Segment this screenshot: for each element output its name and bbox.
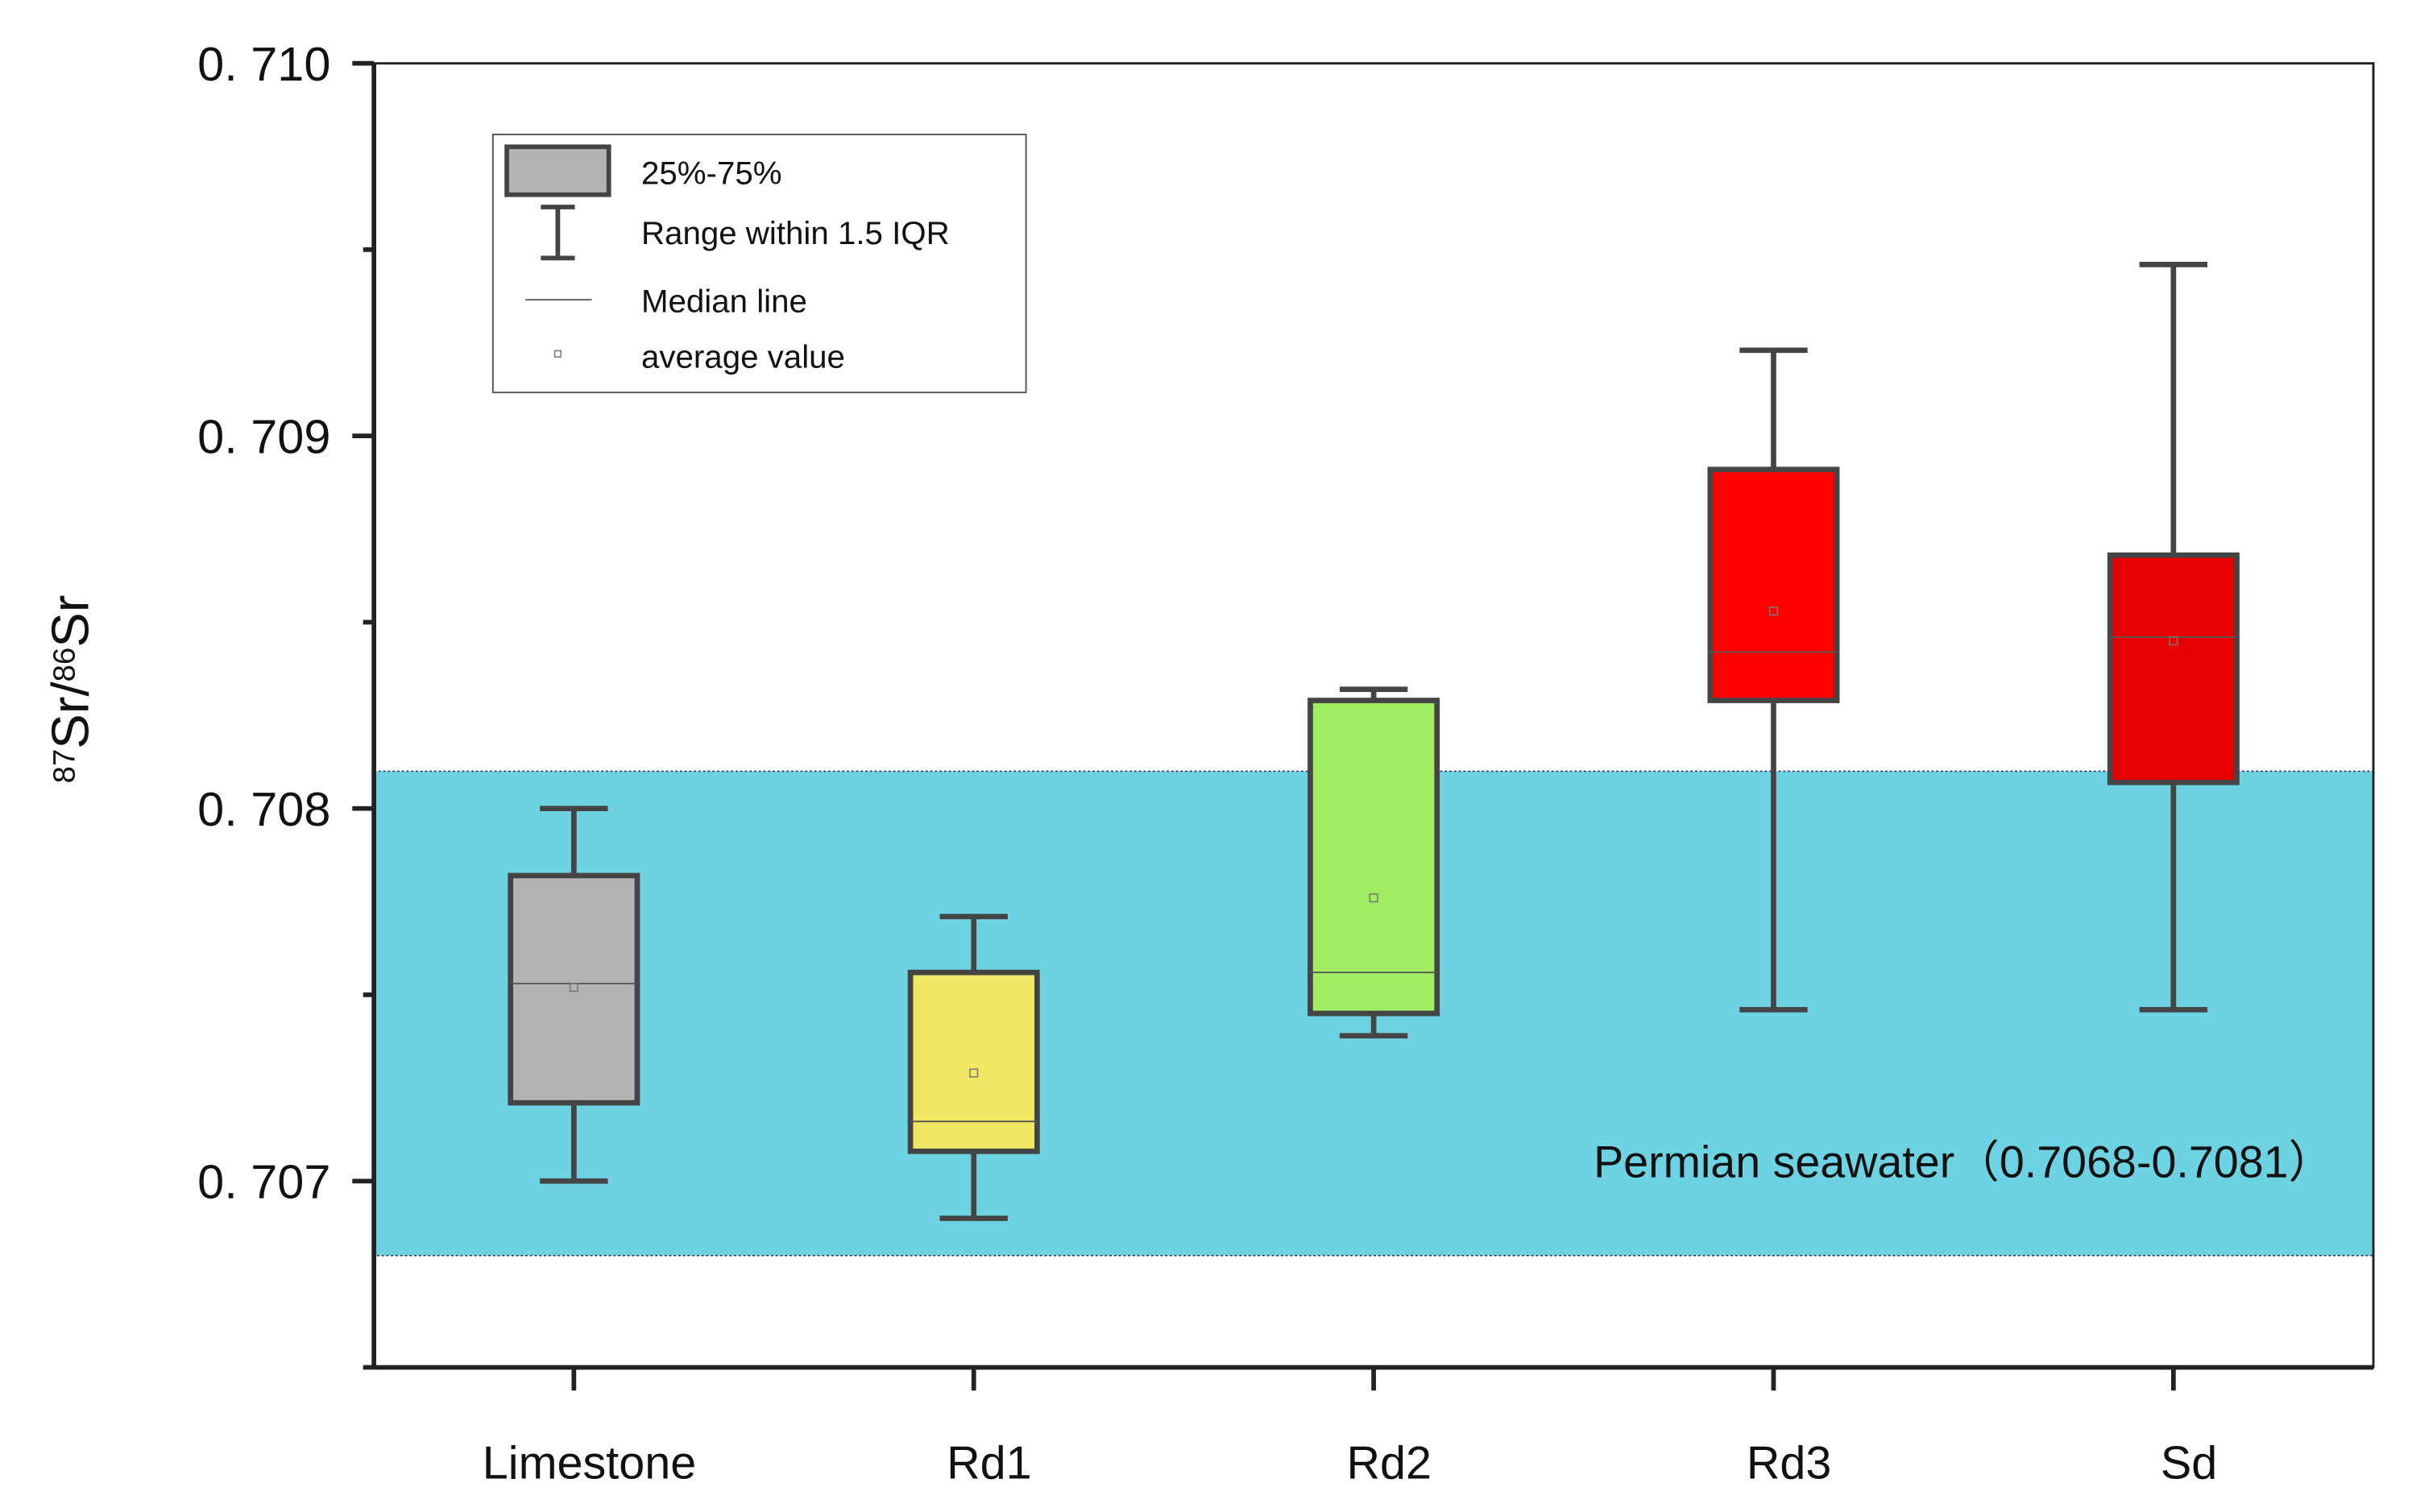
x-tick-label: Sd [2161,1438,2217,1489]
box [1308,698,1440,1017]
y-label-superscript: 87 [47,749,81,784]
mean-marker [2169,636,2178,646]
mean-marker [1369,893,1378,903]
legend-box-swatch [504,144,611,197]
y-tick-label: 0. 708 [197,782,330,836]
legend-mean-swatch [553,350,562,358]
mean-marker [569,983,578,992]
x-tick-label: Rd3 [1747,1438,1832,1489]
legend: 25%-75% Range within 1.5 IQR Median line… [491,133,1027,394]
legend-label: Median line [641,283,807,319]
x-tick-label: Rd2 [1347,1438,1432,1489]
y-tick-label: 0. 710 [197,37,330,91]
x-tick-label: Rd1 [947,1438,1032,1489]
y-tick-label: 0. 707 [197,1154,330,1208]
box [1707,466,1840,703]
y-label-superscript: 86 [47,648,81,682]
y-label-text: Sr/ [40,681,99,749]
legend-label: 25%-75% [641,155,782,191]
box [508,872,640,1106]
mean-marker [1768,606,1779,616]
x-tick-label: Limestone [483,1438,696,1489]
box [907,969,1040,1154]
y-tick-label: 0. 709 [197,409,330,463]
legend-label: Range within 1.5 IQR [641,215,950,251]
band-label: Permian seawater（0.7068-0.7081） [1593,1137,2333,1187]
box [2107,552,2240,785]
legend-label: average value [641,339,845,375]
y-axis-label: 87Sr/86Sr [40,595,99,784]
y-label-text: Sr [40,595,99,648]
mean-marker [969,1068,979,1078]
